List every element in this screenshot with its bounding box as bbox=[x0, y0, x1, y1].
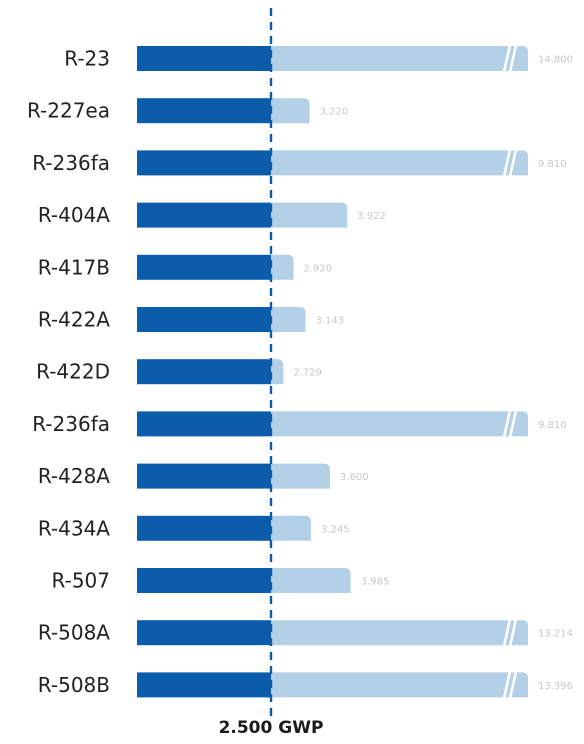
bar-row: R-23 14.800 bbox=[64, 44, 573, 73]
bar-row: R-236fa 9.810 bbox=[32, 149, 567, 177]
bar-above-reference bbox=[271, 515, 311, 541]
bar-above-reference bbox=[271, 150, 528, 176]
value-label: 3.220 bbox=[320, 107, 349, 118]
category-label: R-422A bbox=[38, 308, 110, 332]
axis-break-mark bbox=[502, 149, 512, 177]
value-label: 9.810 bbox=[538, 159, 567, 170]
bar-below-reference bbox=[137, 359, 271, 385]
axis-break-mark bbox=[508, 44, 518, 73]
bar-above-reference bbox=[271, 202, 348, 228]
bar-row: R-508B 13.396 bbox=[38, 671, 573, 699]
axis-break-mark bbox=[502, 618, 512, 647]
value-label: 9.810 bbox=[538, 420, 567, 431]
bar-row: R-236fa 9.810 bbox=[32, 410, 567, 438]
category-label: R-236fa bbox=[32, 412, 110, 436]
category-label: R-508B bbox=[38, 673, 110, 697]
chart-rows: R-23 14.800 R-227ea 3.220 R-236fa 9.810 R-404A… bbox=[27, 44, 573, 699]
bar-below-reference bbox=[137, 620, 271, 646]
value-label: 3.922 bbox=[357, 211, 386, 222]
value-label: 2.729 bbox=[293, 368, 322, 379]
value-label: 2.920 bbox=[304, 263, 333, 274]
value-label: 13.396 bbox=[538, 681, 573, 692]
bar-above-reference bbox=[271, 672, 528, 698]
bar-below-reference bbox=[137, 411, 271, 437]
category-label: R-507 bbox=[52, 569, 110, 593]
bar-above-reference bbox=[271, 620, 528, 646]
bar-row: R-417B 2.920 bbox=[38, 254, 333, 280]
axis-break-mark bbox=[502, 410, 512, 438]
reference-label: 2.500 GWP bbox=[219, 718, 324, 738]
category-label: R-434A bbox=[38, 516, 110, 540]
value-label: 3.600 bbox=[340, 472, 369, 483]
axis-break-mark bbox=[508, 618, 518, 647]
bar-row: R-422D 2.729 bbox=[36, 359, 322, 385]
category-label: R-428A bbox=[38, 464, 110, 488]
bar-row: R-227ea 3.220 bbox=[27, 98, 349, 124]
bar-row: R-434A 3.245 bbox=[38, 515, 350, 541]
bar-above-reference bbox=[271, 359, 284, 385]
category-label: R-422D bbox=[36, 360, 110, 384]
bar-below-reference bbox=[137, 515, 271, 541]
axis-break-mark bbox=[508, 671, 518, 699]
bar-row: R-404A 3.922 bbox=[38, 202, 386, 228]
bar-row: R-422A 3.143 bbox=[38, 307, 344, 332]
value-label: 13.214 bbox=[538, 629, 573, 640]
bar-below-reference bbox=[137, 463, 271, 489]
category-label: R-417B bbox=[38, 255, 110, 279]
axis-break-mark bbox=[502, 671, 512, 699]
bar-below-reference bbox=[137, 46, 271, 71]
bar-above-reference bbox=[271, 307, 306, 332]
bar-row: R-507 3.985 bbox=[52, 568, 390, 593]
axis-break-mark bbox=[508, 149, 518, 177]
bar-above-reference bbox=[271, 411, 528, 437]
bar-above-reference bbox=[271, 46, 528, 71]
category-label: R-508A bbox=[38, 621, 110, 645]
category-label: R-23 bbox=[64, 47, 110, 71]
axis-break-mark bbox=[508, 410, 518, 438]
value-label: 14.800 bbox=[538, 55, 573, 66]
bar-above-reference bbox=[271, 254, 294, 280]
bar-below-reference bbox=[137, 202, 271, 228]
bar-above-reference bbox=[271, 463, 330, 489]
bar-below-reference bbox=[137, 98, 271, 124]
bar-below-reference bbox=[137, 672, 271, 698]
bar-below-reference bbox=[137, 568, 271, 593]
category-label: R-227ea bbox=[27, 99, 110, 123]
category-label: R-236fa bbox=[32, 151, 110, 175]
bar-below-reference bbox=[137, 150, 271, 176]
axis-break-mark bbox=[502, 44, 512, 73]
bar-row: R-508A 13.214 bbox=[38, 618, 573, 647]
category-label: R-404A bbox=[38, 203, 110, 227]
bar-above-reference bbox=[271, 98, 310, 124]
bar-row: R-428A 3.600 bbox=[38, 463, 369, 489]
bar-below-reference bbox=[137, 307, 271, 332]
value-label: 3.143 bbox=[315, 316, 344, 327]
bar-below-reference bbox=[137, 254, 271, 280]
value-label: 3.985 bbox=[361, 577, 390, 588]
value-label: 3.245 bbox=[321, 524, 350, 535]
bar-above-reference bbox=[271, 568, 351, 593]
